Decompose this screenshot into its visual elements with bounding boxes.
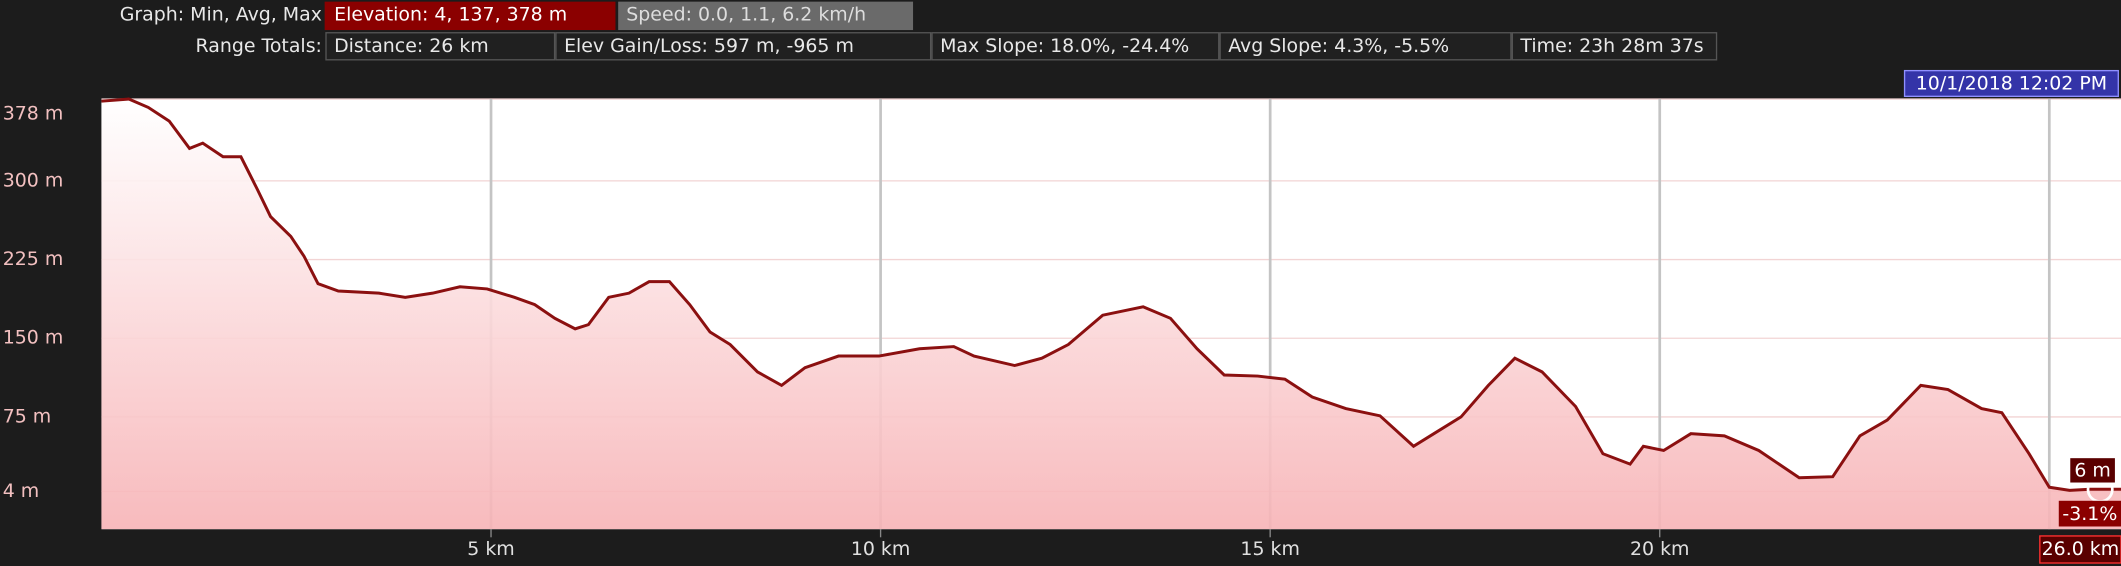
y-tick-label: 378 m	[3, 102, 64, 124]
elevation-button-text[interactable]: Elevation: 4, 137, 378 m	[334, 4, 567, 26]
cursor-distance-box	[2039, 535, 2121, 564]
stat-text: Time: 23h 28m 37s	[1519, 35, 1703, 57]
range-label: Range Totals:	[196, 35, 322, 57]
stat-text: Avg Slope: 4.3%, -5.5%	[1228, 35, 1449, 57]
cursor-elevation-box	[2068, 456, 2117, 484]
cursor-slope-box	[2058, 500, 2121, 527]
stat-text: Elev Gain/Loss: 597 m, -965 m	[564, 35, 854, 57]
stat-box	[1219, 32, 1512, 61]
stat-box	[555, 32, 932, 61]
elevation-line	[101, 97, 2121, 492]
y-tick-label: 4 m	[3, 480, 40, 502]
timestamp-box	[1903, 69, 2119, 98]
graph-label: Graph: Min, Avg, Max	[120, 4, 322, 26]
x-tick-label: 15 km	[1240, 538, 1299, 560]
stat-box	[325, 32, 556, 61]
cursor-distance: 26.0 km	[2042, 538, 2120, 560]
stat-text: Distance: 26 km	[334, 35, 489, 57]
stat-box	[1511, 32, 1718, 61]
y-tick-label: 300 m	[3, 169, 64, 191]
timestamp: 10/1/2018 12:02 PM	[1916, 73, 2107, 95]
y-tick-label: 150 m	[3, 327, 64, 349]
y-tick-label: 75 m	[3, 405, 52, 427]
speed-button[interactable]	[618, 1, 914, 31]
x-tick-label: 10 km	[851, 538, 910, 560]
cursor-slope: -3.1%	[2062, 503, 2117, 525]
plot	[101, 97, 2121, 530]
stats: Distance: 26 km Elev Gain/Loss: 597 m, -9…	[325, 32, 1718, 61]
stat-text: Max Slope: 18.0%, -24.4%	[940, 35, 1189, 57]
y-tick-label: 225 m	[3, 248, 64, 270]
elevation-button[interactable]	[324, 1, 616, 31]
x-tick-label: 5 km	[467, 538, 514, 560]
stat-box	[931, 32, 1220, 61]
cursor-elevation: 6 m	[2074, 460, 2111, 482]
speed-button-text[interactable]: Speed: 0.0, 1.1, 6.2 km/h	[626, 4, 866, 26]
x-tick-label: 20 km	[1630, 538, 1689, 560]
